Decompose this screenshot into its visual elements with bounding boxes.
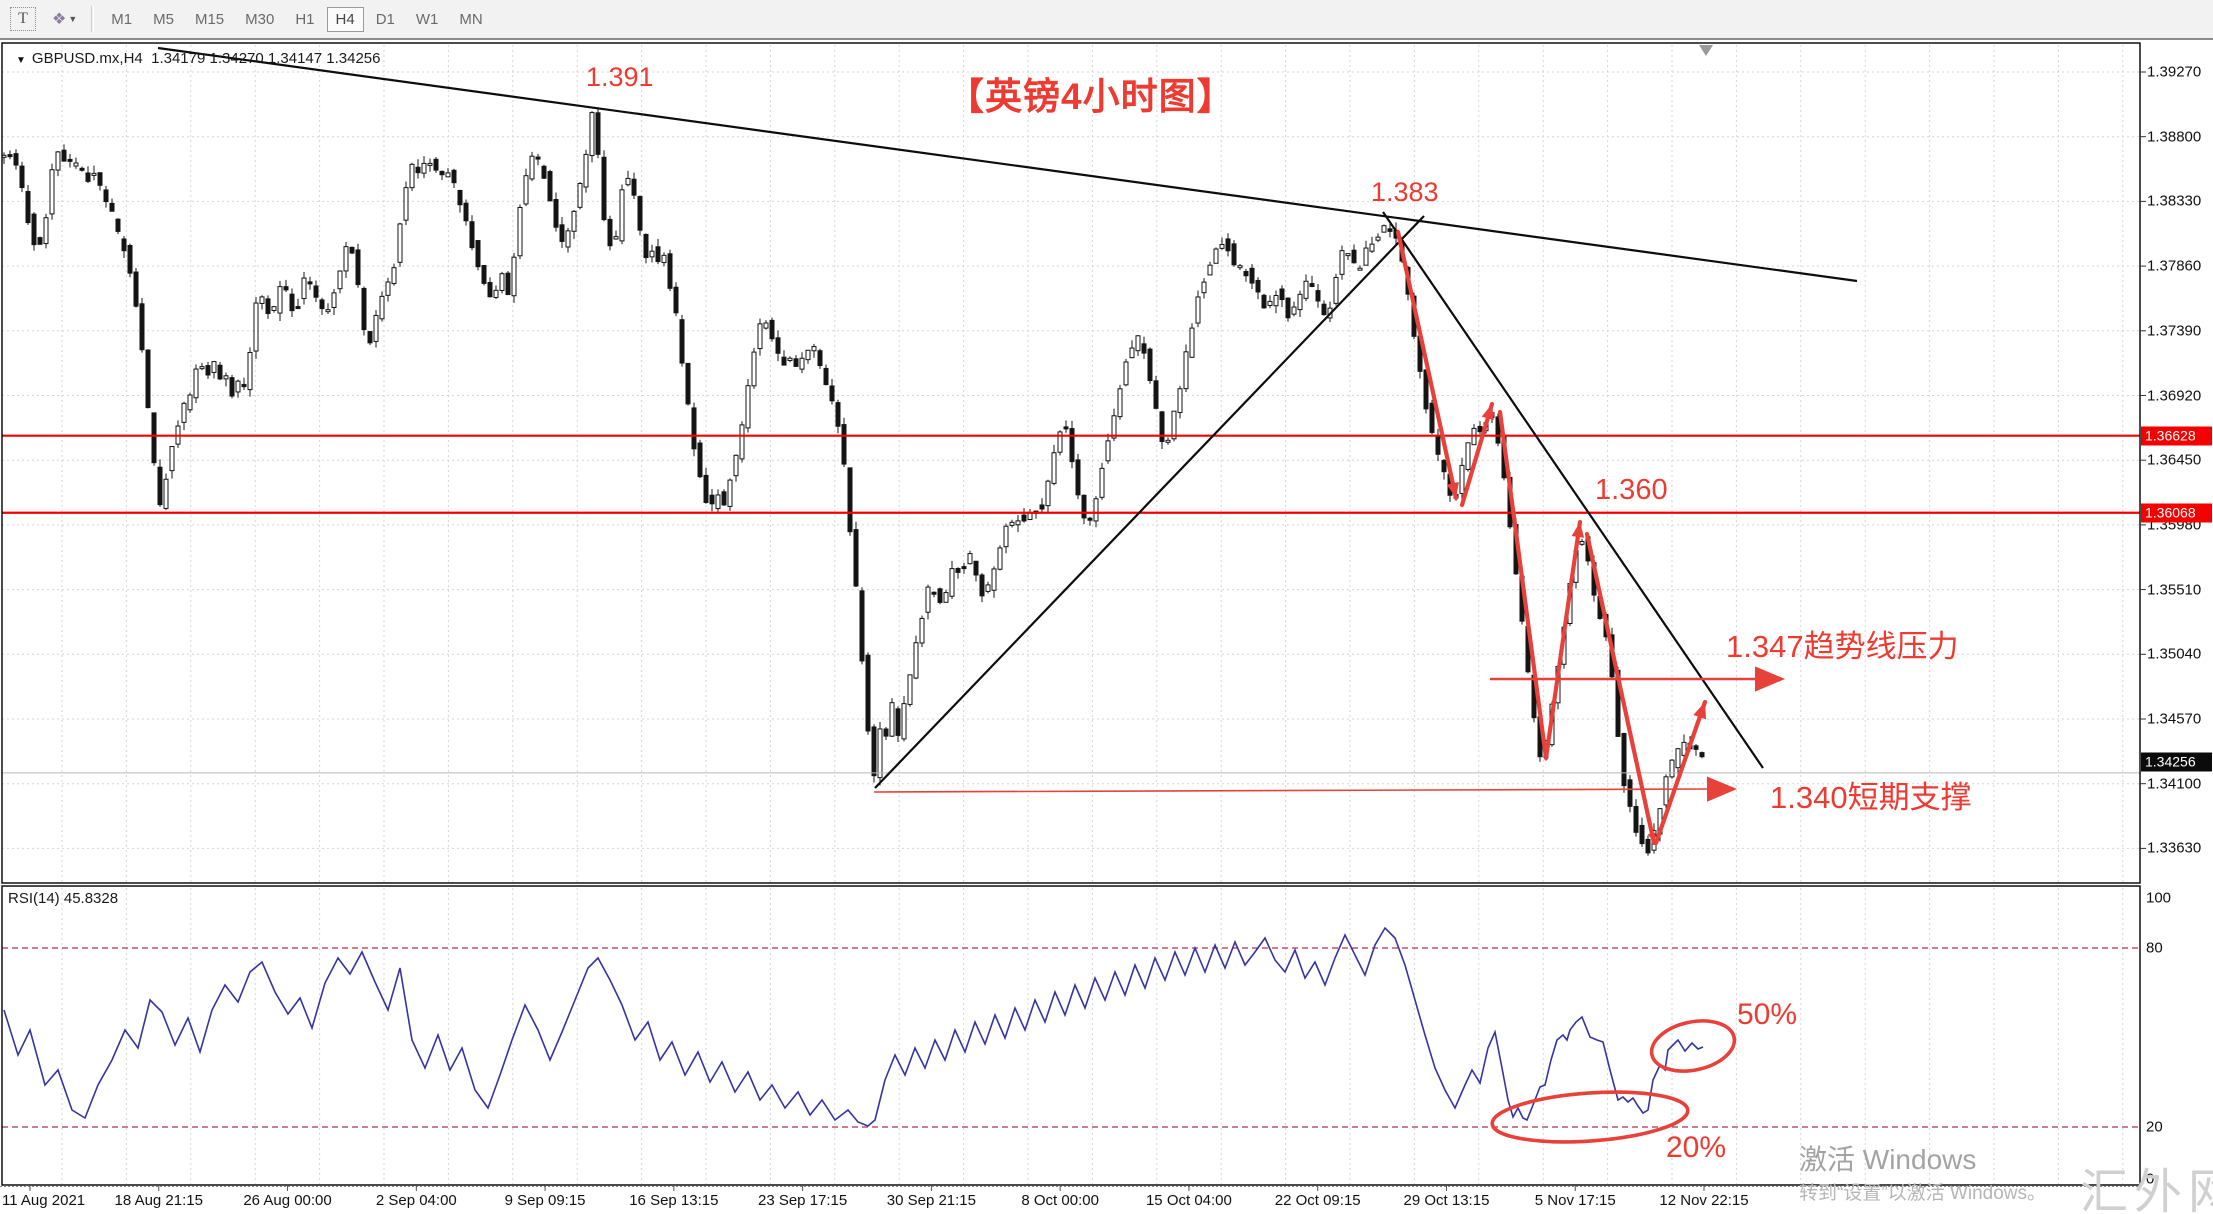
price-tag: 1.36068 <box>2141 503 2212 523</box>
rsi-indicator-label: RSI(14) 45.8328 <box>8 890 119 907</box>
gridlines <box>2 45 2140 1184</box>
price-axis-label: 1.35040 <box>2147 645 2202 663</box>
time-axis-label: 26 Aug 00:00 <box>243 1192 332 1209</box>
time-axis-label: 23 Sep 17:15 <box>757 1192 848 1209</box>
chevron-down-icon[interactable]: ▼ <box>68 14 78 24</box>
timeframe-button-d1[interactable]: D1 <box>367 7 404 32</box>
timeframe-button-h1[interactable]: H1 <box>286 7 323 32</box>
time-axis-label: 16 Sep 13:15 <box>629 1192 719 1209</box>
timeframe-button-h4[interactable]: H4 <box>326 6 364 32</box>
rsi-pane[interactable] <box>2 926 2140 1128</box>
red-zigzag-annotation[interactable] <box>1395 229 1711 846</box>
price-axis-label: 1.36920 <box>2147 387 2202 404</box>
price-axis-label: 1.34100 <box>2147 775 2202 793</box>
rsi-low-ellipse[interactable] <box>1490 1086 1690 1148</box>
price-axis-label: 1.37390 <box>2147 322 2202 340</box>
time-axis-label: 22 Oct 09:15 <box>1274 1192 1361 1209</box>
rsi-scale-label: 80 <box>2146 939 2163 957</box>
price-pane-border <box>1 42 2141 884</box>
rsi-mid-ellipse[interactable] <box>1647 1014 1739 1078</box>
rsi-scale-label: 100 <box>2146 889 2172 907</box>
time-axis-label: 9 Sep 09:15 <box>504 1192 586 1209</box>
time-axis-label: 11 Aug 2021 <box>2 1192 86 1209</box>
price-axis-label: 1.38800 <box>2147 128 2202 146</box>
ohlc-values: 1.34179 1.34270 1.34147 1.34256 <box>151 50 381 67</box>
symbol-name: GBPUSD.mx,H4 <box>31 50 143 67</box>
symbol-ohlc-label: ▼ GBPUSD.mx,H4 1.34179 1.34270 1.34147 1.… <box>16 50 381 67</box>
time-axis-label: 29 Oct 13:15 <box>1403 1192 1490 1209</box>
rsi-pane-border <box>1 885 2141 1186</box>
drawing-tool-icon[interactable]: ❖ <box>42 9 68 29</box>
site-watermark: 汇外网 <box>2080 1166 2213 1214</box>
timeframe-button-m1[interactable]: M1 <box>102 7 141 32</box>
time-axis-label: 18 Aug 21:15 <box>114 1192 203 1209</box>
price-axis-label: 1.37860 <box>2147 257 2202 275</box>
timeframe-group: M1 M5 M15 M30 H1 H4 D1 W1 MN <box>102 6 494 32</box>
annotation-rsi-50pct: 50% <box>1737 998 1798 1031</box>
candles-layer[interactable] <box>1 107 1705 856</box>
timeframe-button-mn[interactable]: MN <box>450 7 491 32</box>
price-axis-label: 1.36450 <box>2147 451 2202 469</box>
steep-descending-trendline[interactable] <box>1382 211 1764 769</box>
ascending-support-trendline[interactable] <box>874 215 1425 789</box>
annotation-short-term-support: 1.340短期支撑 <box>1770 780 1972 815</box>
major-descending-trendline[interactable] <box>157 46 1858 283</box>
symbol-expand-icon[interactable]: ▼ <box>16 55 26 66</box>
axis-ticks <box>29 71 2146 1191</box>
time-axis-label: 15 Oct 04:00 <box>1145 1192 1232 1209</box>
price-axis-label: 1.35510 <box>2147 581 2202 599</box>
timeframe-button-m5[interactable]: M5 <box>144 7 183 32</box>
price-tag: 1.34256 <box>2141 752 2212 772</box>
rsi-scale-label: 20 <box>2146 1118 2163 1136</box>
timeframe-button-w1[interactable]: W1 <box>407 7 448 32</box>
activate-windows-hint-watermark: 转到“设置”以激活 Windows。 <box>1799 1183 2047 1204</box>
annotation-rsi-20pct: 20% <box>1666 1131 1727 1164</box>
price-axis-label: 1.39270 <box>2147 63 2202 81</box>
annotation-trendline-pressure: 1.347趋势线压力 <box>1726 629 1959 664</box>
time-axis-label: 12 Nov 22:15 <box>1659 1192 1749 1209</box>
time-axis-label: 2 Sep 04:00 <box>375 1192 457 1209</box>
toolbar-separator <box>91 6 95 32</box>
annotation-1383: 1.383 <box>1371 177 1439 207</box>
activate-windows-watermark: 激活 Windows <box>1799 1144 1977 1175</box>
last-bar-marker-icon <box>1699 45 1713 56</box>
rsi-line <box>3 926 1704 1127</box>
time-axis-label: 5 Nov 17:15 <box>1534 1192 1616 1209</box>
timeframe-button-m30[interactable]: M30 <box>236 7 283 32</box>
annotation-1391: 1.391 <box>586 62 654 92</box>
price-axis-label: 1.33630 <box>2147 839 2202 857</box>
price-tag: 1.36628 <box>2141 426 2212 446</box>
rsi-scale-label: 0 <box>2146 1170 2155 1188</box>
price-axis-label: 1.38330 <box>2147 192 2202 210</box>
chart-title-annotation: 【英镑4小时图】 <box>947 76 1235 117</box>
red-arrow-lines[interactable] <box>873 666 1785 802</box>
timeframe-button-m15[interactable]: M15 <box>186 7 233 32</box>
time-axis-label: 30 Sep 21:15 <box>886 1192 976 1209</box>
time-axis-label: 8 Oct 00:00 <box>1021 1192 1099 1209</box>
text-tool-button[interactable]: T <box>10 7 36 31</box>
annotation-1360: 1.360 <box>1595 474 1668 506</box>
toolbar: T ❖ ▼ M1 M5 M15 M30 H1 H4 D1 W1 MN <box>0 0 2213 40</box>
price-axis-label: 1.34570 <box>2147 710 2202 728</box>
